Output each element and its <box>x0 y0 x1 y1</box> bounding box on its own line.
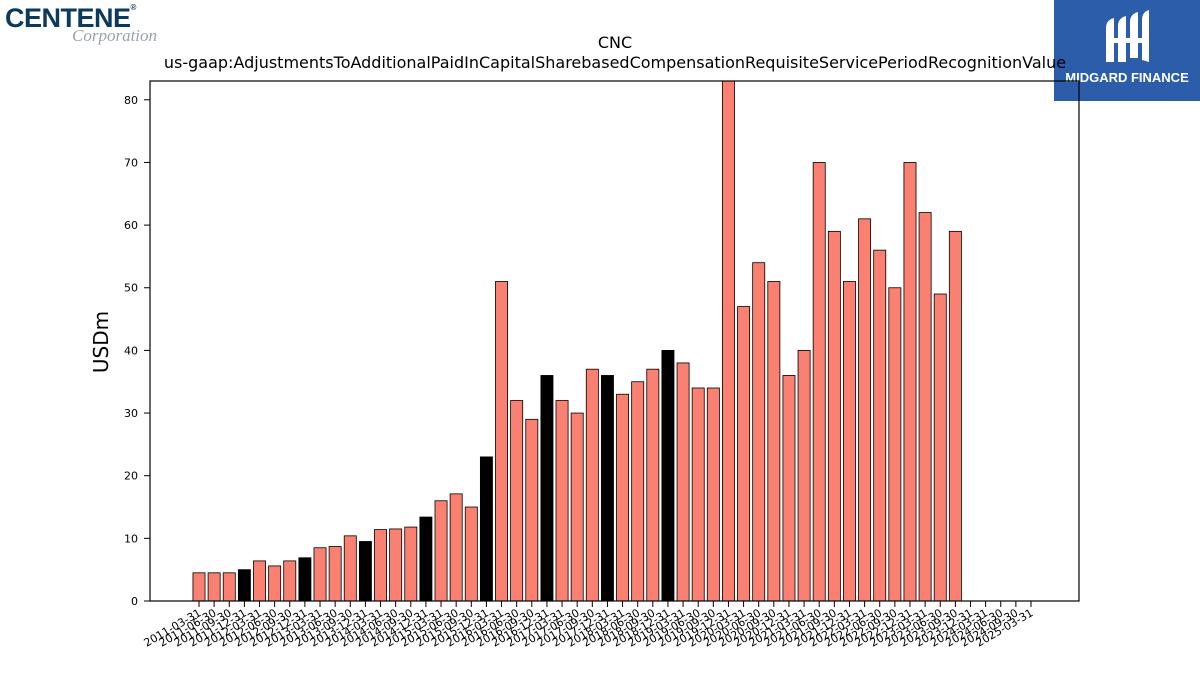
bar <box>797 349 811 602</box>
y-tick-label: 50 <box>124 282 138 295</box>
bar <box>237 569 251 602</box>
bar <box>585 368 599 602</box>
bar <box>858 218 872 602</box>
bar <box>253 560 266 602</box>
bar <box>767 281 781 602</box>
bar <box>434 500 448 602</box>
bar <box>510 400 524 602</box>
bar <box>948 230 962 602</box>
bar <box>419 516 433 602</box>
bar <box>268 565 282 602</box>
y-tick-label: 40 <box>124 344 138 357</box>
bar <box>464 506 478 602</box>
bar <box>873 249 887 602</box>
plot-frame <box>149 80 1080 602</box>
bar <box>661 349 675 602</box>
bar <box>903 162 917 602</box>
bar <box>358 541 372 602</box>
chart-subtitle: us-gaap:AdjustmentsToAdditionalPaidInCap… <box>164 53 1066 72</box>
bar <box>933 293 947 602</box>
bar <box>631 381 645 602</box>
bar <box>843 281 856 602</box>
bar <box>616 393 630 602</box>
bar <box>540 375 554 602</box>
bar <box>207 572 221 602</box>
bar <box>343 535 357 602</box>
bar <box>782 375 796 602</box>
midgard-logo-icon <box>1106 10 1149 62</box>
bar <box>555 400 569 602</box>
centene-subtitle: Corporation <box>72 26 158 45</box>
bar <box>918 212 932 602</box>
bar <box>495 281 508 602</box>
bar <box>479 456 493 602</box>
bar <box>600 375 614 602</box>
y-axis-label: USDm <box>89 311 113 373</box>
bar <box>570 412 584 602</box>
bar <box>298 557 312 602</box>
bar <box>691 387 705 602</box>
centene-wordmark: CENTENE® <box>5 3 136 33</box>
bar <box>888 287 902 602</box>
bar <box>812 162 826 602</box>
centene-logo: CENTENE® Corporation <box>5 3 175 48</box>
bar <box>222 572 236 602</box>
bar <box>706 387 720 602</box>
y-tick-label: 70 <box>124 156 138 169</box>
y-tick-label: 10 <box>124 532 138 545</box>
y-tick-label: 20 <box>124 470 138 483</box>
bar <box>404 526 418 602</box>
bar <box>525 418 539 602</box>
midgard-finance-text: MIDGARD FINANCE <box>1065 70 1189 85</box>
bar <box>283 560 297 602</box>
y-tick-label: 80 <box>124 94 138 107</box>
bar <box>389 528 403 602</box>
bar <box>313 547 327 602</box>
bar <box>374 529 387 602</box>
chart-title: CNC <box>598 33 632 52</box>
bar <box>676 362 690 602</box>
bars-group <box>192 80 962 602</box>
y-tick-label: 0 <box>131 595 138 608</box>
bar <box>827 230 841 602</box>
bar <box>646 368 660 602</box>
bar <box>752 262 766 602</box>
bar <box>192 572 206 602</box>
x-axis: 2011-03-312011-06-302011-09-302011-12-31… <box>142 601 1036 650</box>
bar <box>449 493 463 602</box>
midgard-finance-logo: MIDGARD FINANCE <box>1054 0 1200 101</box>
y-axis: 0 10 20 30 40 50 60 70 80 <box>124 94 150 608</box>
bar <box>737 306 751 602</box>
bar <box>328 546 342 602</box>
y-tick-label: 30 <box>124 407 138 420</box>
bar <box>722 80 735 602</box>
y-tick-label: 60 <box>124 219 138 232</box>
